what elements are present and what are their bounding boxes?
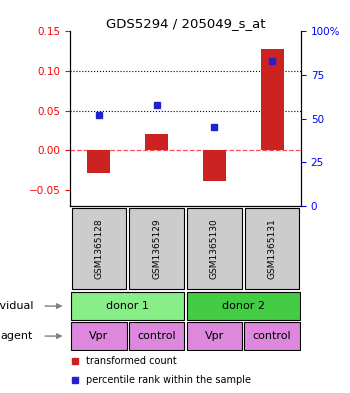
Bar — [203, 151, 226, 181]
Text: donor 2: donor 2 — [222, 301, 265, 311]
Text: agent: agent — [1, 331, 33, 341]
Title: GDS5294 / 205049_s_at: GDS5294 / 205049_s_at — [106, 17, 265, 30]
Text: transformed count: transformed count — [86, 356, 177, 365]
Text: Vpr: Vpr — [89, 331, 108, 341]
Text: donor 1: donor 1 — [106, 301, 149, 311]
Bar — [260, 50, 284, 151]
Text: percentile rank within the sample: percentile rank within the sample — [86, 375, 251, 385]
Text: individual: individual — [0, 301, 33, 311]
Bar — [187, 208, 241, 289]
Bar — [72, 208, 126, 289]
Bar — [129, 322, 184, 350]
Bar — [245, 208, 299, 289]
Bar — [187, 322, 242, 350]
Text: GSM1365128: GSM1365128 — [94, 218, 103, 279]
Text: control: control — [137, 331, 176, 341]
Text: GSM1365129: GSM1365129 — [152, 218, 161, 279]
Bar — [130, 208, 184, 289]
Bar — [88, 151, 111, 173]
Bar — [71, 292, 184, 320]
Text: GSM1365130: GSM1365130 — [210, 218, 219, 279]
Bar — [145, 134, 168, 151]
Text: control: control — [253, 331, 292, 341]
Bar — [187, 292, 300, 320]
Bar — [71, 322, 127, 350]
Text: GSM1365131: GSM1365131 — [268, 218, 276, 279]
Text: Vpr: Vpr — [205, 331, 224, 341]
Bar — [244, 322, 300, 350]
